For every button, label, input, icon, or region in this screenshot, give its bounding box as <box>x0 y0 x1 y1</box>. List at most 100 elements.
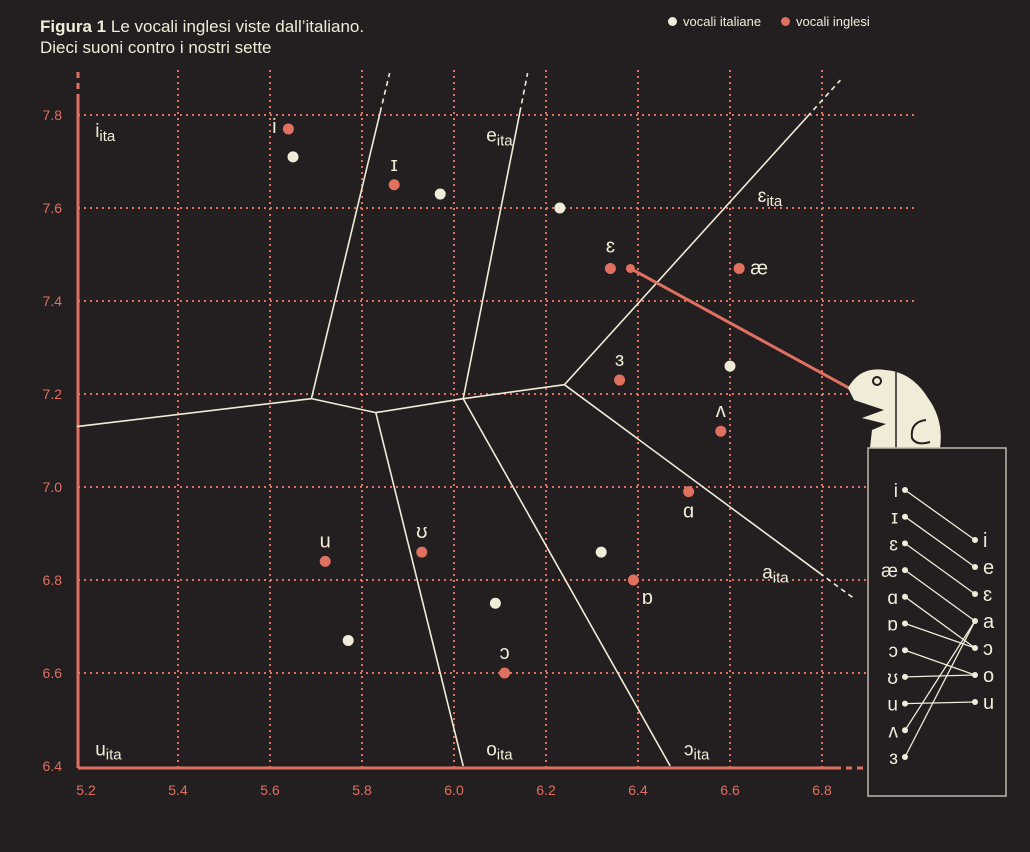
region-subscript: ita <box>497 746 514 763</box>
mapping-italian-label: ɛ <box>983 584 992 606</box>
region-label: ɔita <box>684 739 710 763</box>
region-label: ɛita <box>758 186 783 210</box>
region-subscript: ita <box>766 193 783 210</box>
region-boundary-dashed <box>379 72 391 113</box>
mapping-link <box>904 542 976 595</box>
region-boundary <box>375 412 464 767</box>
mapping-english-label: ʊ <box>887 668 898 689</box>
point-english <box>604 262 616 274</box>
region-label: uita <box>95 739 122 763</box>
x-tick-label: 6.2 <box>536 782 556 798</box>
point-label: ʊ <box>416 521 427 543</box>
x-tick-label: 5.2 <box>76 782 96 798</box>
figure-label: Figura 1 <box>40 17 107 36</box>
legend-label: vocali inglesi <box>796 14 870 29</box>
region-boundary-dashed <box>818 572 855 600</box>
point-italian <box>434 188 446 200</box>
mapping-dot-english <box>902 700 908 707</box>
mapping-link <box>904 516 976 568</box>
y-tick-label: 7.0 <box>43 479 63 495</box>
frog-icon <box>848 369 941 448</box>
legend-dot-english <box>781 17 791 26</box>
legend-dot-italian <box>668 17 677 26</box>
y-tick-label: 6.8 <box>43 572 63 588</box>
point-label: ʌ <box>716 400 726 422</box>
region-subscript: ita <box>99 128 116 145</box>
mapping-dot-english <box>902 567 908 574</box>
x-tick-label: 5.8 <box>352 782 372 798</box>
region-subscript: ita <box>106 746 123 763</box>
mapping-dot-english <box>902 513 908 520</box>
point-english <box>733 262 745 274</box>
x-tick-label: 6.6 <box>720 782 740 798</box>
mapping-english-label: ɔ <box>889 641 899 662</box>
legend: vocali italiane vocali inglesi <box>668 14 870 29</box>
point-label: ɪ <box>391 154 398 176</box>
tongue-tip <box>625 263 635 273</box>
point-english <box>416 546 428 558</box>
mapping-dot-italian <box>972 618 978 624</box>
mapping-italian-label: u <box>983 692 994 714</box>
x-tick-label: 5.4 <box>168 782 188 798</box>
mapping-dot-italian <box>972 537 978 543</box>
point-english <box>614 374 626 386</box>
point-italian <box>724 360 736 372</box>
mapping-dot-english <box>902 647 908 654</box>
mapping-link <box>904 620 976 731</box>
region-boundary <box>463 383 565 400</box>
x-tick-label: 6.0 <box>444 782 464 798</box>
mapping-link <box>904 569 976 622</box>
point-label: ɒ <box>642 587 653 609</box>
region-boundary <box>310 112 381 399</box>
region-label: oita <box>486 739 513 763</box>
mapping-link <box>904 649 976 676</box>
region-subscript: ita <box>694 746 711 763</box>
region-label: aita <box>762 563 789 587</box>
point-label: ɑ <box>683 501 694 523</box>
region-label: eita <box>486 126 513 150</box>
mapping-italian-label: i <box>983 530 987 552</box>
point-english <box>282 123 294 135</box>
mapping-link <box>904 701 976 705</box>
x-tick-label: 6.4 <box>628 782 648 798</box>
legend-item-italian: vocali italiane <box>668 14 761 29</box>
region-vowel: u <box>95 739 106 760</box>
mapping-italian-label: a <box>983 611 995 633</box>
region-boundary-dashed <box>519 72 529 113</box>
mapping-english-label: ɪ <box>891 508 898 529</box>
region-boundary <box>462 112 521 399</box>
mapping-italian-label: o <box>983 665 994 687</box>
mapping-english-label: æ <box>881 561 898 582</box>
mapping-dot-italian <box>972 672 978 678</box>
mapping-dot-english <box>902 593 908 600</box>
y-tick-label: 7.2 <box>43 386 63 402</box>
title-line1: Le vocali inglesi viste dall’italiano. <box>110 17 365 36</box>
y-tick-label: 6.6 <box>43 665 63 681</box>
point-english <box>627 574 639 586</box>
point-english <box>715 425 727 437</box>
mapping-dot-english <box>902 487 908 493</box>
region-subscript: ita <box>497 133 514 150</box>
frog-eye <box>872 376 882 386</box>
region-boundary <box>563 384 820 574</box>
y-tick-label: 7.8 <box>43 107 63 123</box>
region-vowel: ɔ <box>684 739 694 760</box>
point-italian <box>489 597 501 609</box>
legend-label: vocali italiane <box>683 14 762 29</box>
region-vowel: a <box>762 563 773 584</box>
legend-item-english: vocali inglesi <box>781 14 870 29</box>
mapping-english-label: ɑ <box>887 588 898 609</box>
point-english <box>388 179 400 191</box>
region-boundary <box>375 397 464 414</box>
mapping-english-label: ʌ <box>889 721 899 742</box>
mapping-link <box>904 489 976 541</box>
point-label: æ <box>750 257 768 279</box>
mapping-dot-english <box>902 673 908 680</box>
point-italian <box>287 151 299 163</box>
mapping-dot-english <box>902 540 908 547</box>
point-english <box>499 667 511 679</box>
mapping-dot-italian <box>972 591 978 597</box>
mapping-dot-english <box>902 727 908 734</box>
x-tick-label: 6.8 <box>812 782 832 798</box>
